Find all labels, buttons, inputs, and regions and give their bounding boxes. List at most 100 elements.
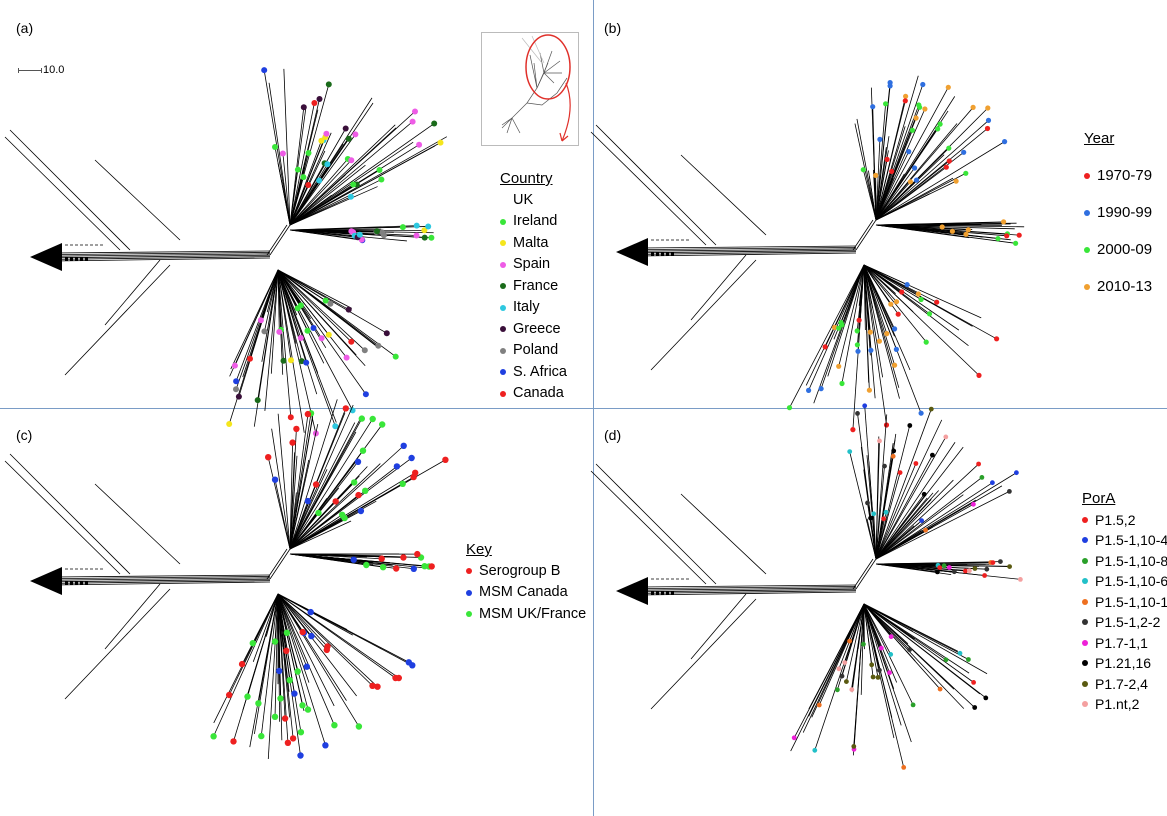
phylogenetic-network	[4, 399, 449, 760]
tip-marker	[836, 363, 842, 369]
legend-label: P1.5-1,10-4	[1095, 532, 1167, 548]
tip-marker	[375, 342, 382, 349]
legend-marker	[500, 218, 506, 225]
tip-marker	[271, 476, 279, 483]
tip-marker	[410, 565, 417, 572]
tip-marker	[299, 702, 306, 709]
legend-item: Greece	[500, 319, 567, 341]
legend-marker	[1082, 660, 1088, 667]
tip-marker	[271, 713, 279, 720]
tip-marker	[906, 149, 912, 155]
tip-marker	[244, 693, 251, 700]
tip-marker	[893, 346, 899, 352]
legend-item: Ireland	[500, 211, 567, 233]
tip-marker	[289, 735, 297, 742]
tip-marker	[304, 410, 312, 418]
tip-marker	[963, 568, 968, 574]
tip-marker	[341, 514, 348, 522]
tip-marker	[961, 149, 967, 155]
scale-bar-line	[18, 67, 42, 73]
tip-marker	[919, 518, 924, 523]
tip-marker	[316, 177, 323, 184]
tip-marker	[855, 411, 860, 416]
tip-marker	[890, 453, 896, 459]
tree-branches	[4, 68, 448, 434]
tip-marker	[870, 674, 876, 680]
legend-item: 1990-99	[1084, 194, 1152, 231]
legend-label: France	[513, 277, 559, 294]
country-legend: Country UK Ireland Malta Spain France Italy Gr…	[500, 168, 567, 405]
tip-marker	[847, 638, 852, 644]
tip-marker	[957, 650, 963, 656]
legend-item: MSM Canada	[466, 582, 586, 604]
tip-marker	[892, 362, 898, 368]
tip-marker	[300, 174, 307, 181]
tip-marker	[836, 325, 842, 331]
tip-marker	[866, 387, 872, 393]
legend-item: 2000-09	[1084, 231, 1152, 268]
tip-marker	[297, 729, 305, 736]
tip-marker	[379, 421, 386, 428]
legend-item: Canada	[500, 383, 567, 405]
scale-bar: 10.0	[18, 64, 64, 76]
tip-marker	[972, 705, 978, 710]
legend-item: 1970-79	[1084, 157, 1152, 194]
legend-marker	[1084, 209, 1090, 216]
tip-marker	[261, 328, 268, 335]
tip-marker	[892, 326, 898, 332]
tip-marker	[893, 299, 900, 305]
tip-marker	[304, 497, 312, 505]
legend-marker	[1082, 598, 1088, 605]
tip-marker	[361, 347, 368, 354]
tip-marker	[928, 406, 934, 412]
tip-marker	[786, 405, 793, 411]
tip-marker	[984, 125, 991, 132]
tip-marker	[946, 158, 952, 164]
tip-marker	[983, 695, 989, 701]
tip-marker	[355, 723, 363, 730]
legend-item: P1.21,16	[1082, 653, 1167, 674]
tip-marker	[902, 98, 908, 104]
tip-marker	[308, 632, 315, 640]
tip-marker	[421, 234, 428, 241]
tip-marker	[913, 177, 920, 183]
tip-marker	[304, 327, 311, 334]
tip-marker	[400, 442, 407, 449]
tip-marker	[887, 670, 892, 676]
tree-branches	[590, 75, 1025, 430]
tip-marker	[971, 501, 976, 507]
tip-marker	[413, 222, 420, 229]
tip-marker	[916, 102, 922, 108]
arrow-head	[616, 238, 648, 266]
tip-marker	[350, 181, 357, 188]
legend-marker	[466, 589, 472, 596]
tip-marker	[937, 121, 943, 127]
tip-marker	[877, 438, 882, 444]
legend-item: Poland	[500, 340, 567, 362]
legend-marker	[500, 390, 506, 397]
tip-marker	[310, 325, 317, 331]
legend-marker	[500, 369, 506, 376]
tip-marker	[935, 569, 940, 575]
tip-marker	[331, 722, 338, 729]
legend-item: 2010-13	[1084, 268, 1152, 305]
tip-marker	[943, 657, 949, 663]
legend-label: P1.21,16	[1095, 655, 1152, 671]
year-legend: Year 1970-79 1990-99 2000-09 2010-13	[1084, 120, 1152, 305]
legend-title: PorA	[1082, 490, 1116, 507]
legend-item: Serogroup B	[466, 561, 586, 583]
legend-marker	[1084, 283, 1090, 290]
tip-marker	[816, 702, 822, 708]
legend-label: Italy	[513, 299, 540, 315]
tip-marker	[294, 305, 301, 312]
legend-label: 2010-13	[1097, 278, 1153, 295]
tip-marker	[990, 480, 995, 486]
tip-marker	[281, 715, 289, 722]
tip-marker	[318, 137, 325, 144]
legend-item: P1.5-1,10-4	[1082, 530, 1167, 551]
tip-marker	[363, 561, 370, 569]
legend-label: P1.7-1,1	[1095, 634, 1148, 651]
tip-marker	[414, 550, 421, 558]
full-tree-inset	[481, 32, 579, 146]
legend-label: 1970-79	[1097, 167, 1153, 184]
